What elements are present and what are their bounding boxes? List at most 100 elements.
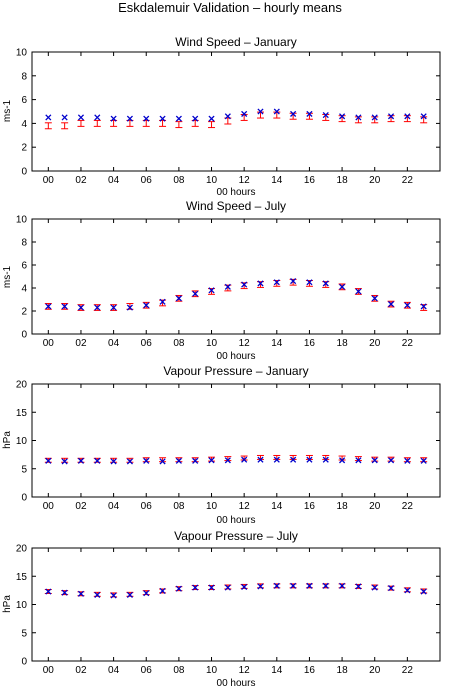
x-ticks: 00 02 04 06 08 10 12 14 16 18 20 22 <box>43 52 413 186</box>
model-point <box>126 304 133 311</box>
model-point <box>387 301 395 308</box>
y-tick-label: 0 <box>21 657 27 668</box>
x-tick-label: 02 <box>75 338 87 349</box>
x-tick-label: 08 <box>173 665 185 676</box>
model-point <box>404 302 411 309</box>
panel-title: Vapour Pressure – July <box>174 529 298 543</box>
model-point <box>322 582 329 589</box>
panel-vapour-january: Vapour Pressure – January hPa 00 hours 0… <box>2 364 441 526</box>
plot-area <box>31 547 441 662</box>
plot-area <box>31 51 441 172</box>
model-point <box>143 302 150 309</box>
model-point <box>257 280 264 287</box>
model-point <box>420 457 427 464</box>
x-tick-label: 04 <box>108 175 120 186</box>
x-ticks: 00 02 04 06 08 10 12 14 16 18 20 22 <box>43 548 413 676</box>
observed-point <box>175 121 183 129</box>
model-point <box>224 457 231 464</box>
y-tick-label: 0 <box>21 330 27 341</box>
x-tick-label: 20 <box>369 501 381 512</box>
x-tick-label: 14 <box>271 501 283 512</box>
model-point <box>94 457 101 464</box>
y-axis-label: hPa <box>2 595 13 613</box>
x-tick-label: 16 <box>304 501 316 512</box>
model-point <box>61 458 68 465</box>
panel-wind-january: Wind Speed – January ms-1 00 hours 00 02 0… <box>2 35 441 198</box>
x-tick-label: 12 <box>239 175 251 186</box>
y-tick-label: 10 <box>16 215 28 226</box>
model-point <box>322 112 329 119</box>
y-tick-label: 15 <box>16 572 28 583</box>
y-tick-label: 10 <box>16 600 28 611</box>
model-point <box>77 114 85 121</box>
model-point <box>175 457 182 464</box>
model-point <box>110 304 117 311</box>
y-axis-label: ms-1 <box>2 99 13 122</box>
x-tick-label: 06 <box>141 501 153 512</box>
observed-point <box>77 119 85 127</box>
y-axis-label: hPa <box>2 431 13 449</box>
model-point <box>110 458 117 465</box>
observed-point <box>256 111 264 119</box>
x-tick-label: 20 <box>369 665 381 676</box>
model-point <box>420 303 427 310</box>
x-tick-label: 04 <box>108 338 120 349</box>
x-tick-label: 12 <box>239 338 251 349</box>
x-tick-label: 16 <box>304 175 316 186</box>
model-point <box>339 457 346 464</box>
observed-point <box>273 111 281 119</box>
model-point <box>110 115 117 122</box>
y-tick-label: 20 <box>16 544 28 555</box>
y-tick-label: 20 <box>16 380 28 391</box>
model-point <box>208 287 215 294</box>
observed-point <box>420 116 428 124</box>
model-point <box>192 115 199 122</box>
y-tick-label: 8 <box>21 71 27 82</box>
y-tick-label: 10 <box>16 436 28 447</box>
model-point <box>77 590 85 597</box>
x-tick-label: 00 <box>43 665 55 676</box>
x-ticks: 00 02 04 06 08 10 12 14 16 18 20 22 <box>43 219 413 349</box>
y-ticks: 0 2 4 6 8 10 <box>16 48 440 178</box>
model-point <box>143 457 150 464</box>
model-point <box>175 295 182 302</box>
model-point <box>257 583 264 590</box>
x-axis-label: 00 hours <box>217 678 256 687</box>
x-tick-label: 06 <box>141 665 153 676</box>
y-tick-label: 0 <box>21 167 27 178</box>
model-point <box>355 288 362 295</box>
model-point <box>241 456 248 463</box>
model-point <box>159 587 166 594</box>
x-tick-label: 10 <box>206 338 218 349</box>
model-point <box>339 582 346 589</box>
model-point <box>241 110 248 117</box>
model-point <box>241 583 248 591</box>
x-tick-label: 00 <box>43 175 55 186</box>
model-point <box>387 113 395 120</box>
x-tick-label: 06 <box>141 175 153 186</box>
model-point <box>273 108 280 115</box>
y-tick-label: 8 <box>21 238 27 249</box>
model-point <box>339 283 346 290</box>
model-point <box>290 456 297 463</box>
panel-title: Vapour Pressure – January <box>163 364 308 378</box>
model-point <box>94 114 101 121</box>
model-point <box>290 278 297 285</box>
model-point <box>143 115 150 122</box>
model-point <box>306 456 313 463</box>
model-point <box>404 457 411 464</box>
model-point <box>126 591 133 598</box>
y-tick-label: 5 <box>21 464 27 475</box>
model-point <box>77 457 85 464</box>
panel-title: Wind Speed – January <box>175 35 296 49</box>
model-point <box>273 582 280 589</box>
y-tick-label: 6 <box>21 95 27 106</box>
y-ticks: 0 5 10 15 20 <box>16 544 440 668</box>
model-point <box>61 303 68 310</box>
x-tick-label: 14 <box>271 175 283 186</box>
model-point <box>371 584 378 591</box>
observed-point <box>240 113 248 121</box>
x-tick-label: 20 <box>369 175 381 186</box>
model-point <box>224 113 231 120</box>
panel-vapour-july: Vapour Pressure – July hPa 00 hours 00 02… <box>2 529 441 687</box>
